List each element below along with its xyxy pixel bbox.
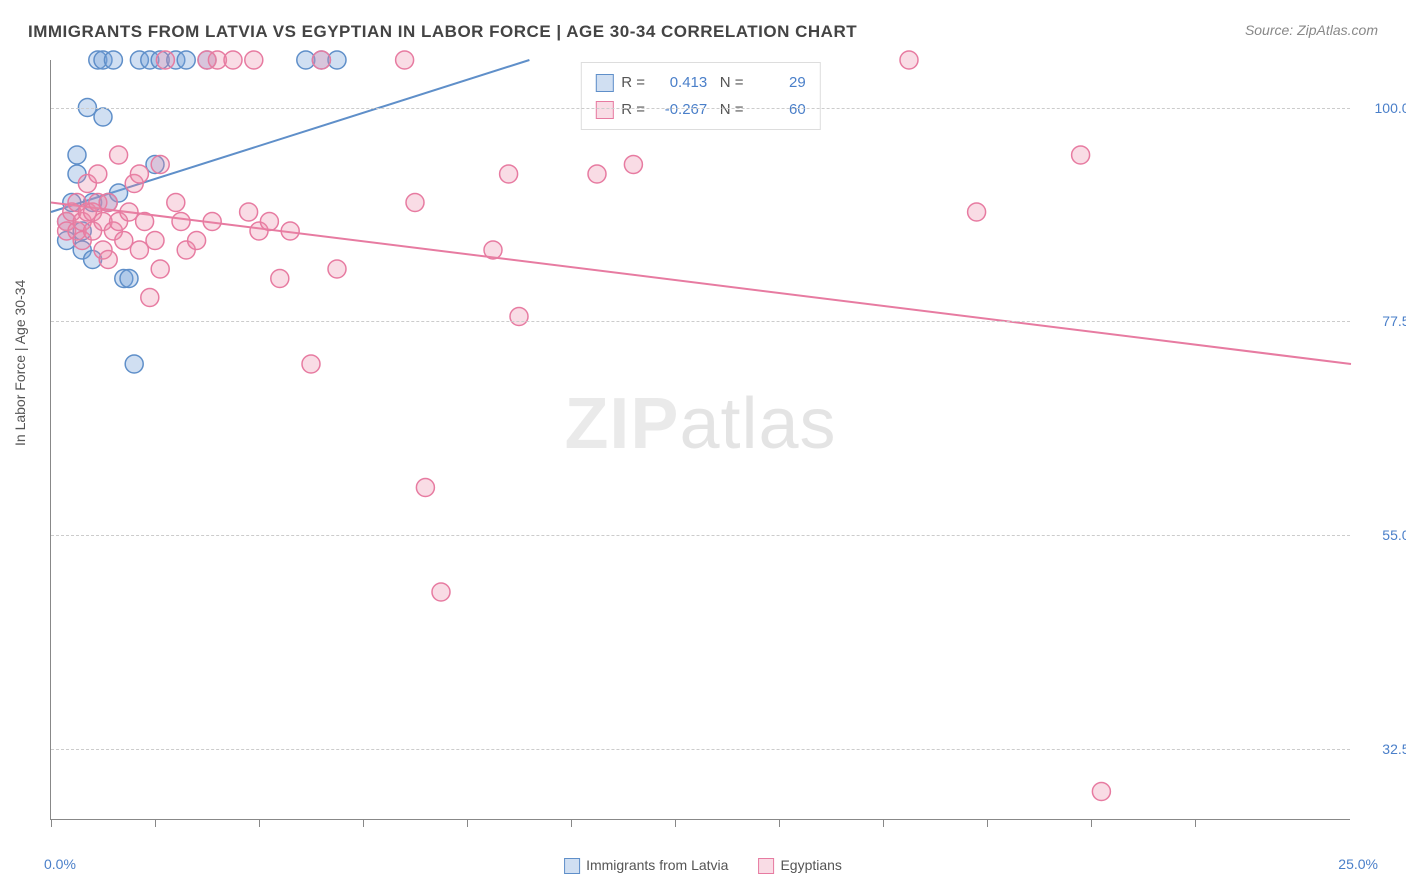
legend: Immigrants from Latvia Egyptians	[564, 857, 842, 874]
data-point-egyptians	[130, 241, 148, 259]
data-point-egyptians	[172, 213, 190, 231]
stats-r-value: 0.413	[649, 69, 707, 96]
data-point-egyptians	[281, 222, 299, 240]
x-tick	[1195, 819, 1196, 827]
data-point-egyptians	[115, 232, 133, 250]
data-point-egyptians	[510, 308, 528, 326]
data-point-egyptians	[1072, 146, 1090, 164]
data-point-latvia	[68, 146, 86, 164]
scatter-svg	[51, 60, 1350, 819]
data-point-egyptians	[500, 165, 518, 183]
x-tick	[363, 819, 364, 827]
legend-swatch-icon	[758, 858, 774, 874]
legend-swatch-icon	[564, 858, 580, 874]
x-axis-min-label: 0.0%	[44, 856, 76, 872]
x-tick	[259, 819, 260, 827]
data-point-egyptians	[245, 51, 263, 69]
x-axis-max-label: 25.0%	[1338, 856, 1378, 872]
data-point-egyptians	[271, 270, 289, 288]
data-point-egyptians	[99, 251, 117, 269]
data-point-egyptians	[624, 156, 642, 174]
data-point-latvia	[120, 270, 138, 288]
data-point-egyptians	[588, 165, 606, 183]
stats-n-value: 29	[748, 69, 806, 96]
data-point-latvia	[125, 355, 143, 373]
gridline-horizontal	[51, 321, 1350, 322]
data-point-egyptians	[89, 165, 107, 183]
stats-r-label: R =	[621, 74, 645, 91]
x-tick	[571, 819, 572, 827]
data-point-egyptians	[968, 203, 986, 221]
x-tick	[883, 819, 884, 827]
data-point-egyptians	[416, 479, 434, 497]
stats-row-latvia: R = 0.413 N = 29	[595, 69, 805, 96]
data-point-egyptians	[432, 583, 450, 601]
gridline-horizontal	[51, 108, 1350, 109]
data-point-egyptians	[240, 203, 258, 221]
y-tick-label: 77.5%	[1382, 313, 1406, 329]
data-point-egyptians	[260, 213, 278, 231]
stats-n-value: 60	[748, 96, 806, 123]
y-tick-label: 100.0%	[1375, 100, 1406, 116]
data-point-egyptians	[146, 232, 164, 250]
data-point-latvia	[177, 51, 195, 69]
x-tick	[675, 819, 676, 827]
data-point-egyptians	[1092, 783, 1110, 801]
legend-item-latvia: Immigrants from Latvia	[564, 857, 728, 874]
data-point-egyptians	[141, 289, 159, 307]
x-tick	[155, 819, 156, 827]
data-point-egyptians	[120, 203, 138, 221]
stats-r-value: -0.267	[649, 96, 707, 123]
source-attribution: Source: ZipAtlas.com	[1245, 22, 1378, 38]
stats-n-label: N =	[720, 101, 744, 118]
regression-line-egyptians	[51, 203, 1351, 365]
data-point-egyptians	[328, 260, 346, 278]
data-point-latvia	[104, 51, 122, 69]
data-point-egyptians	[302, 355, 320, 373]
data-point-egyptians	[396, 51, 414, 69]
gridline-horizontal	[51, 749, 1350, 750]
correlation-stats-box: R = 0.413 N = 29R = -0.267 N = 60	[580, 62, 820, 130]
x-tick	[987, 819, 988, 827]
x-tick	[467, 819, 468, 827]
data-point-egyptians	[900, 51, 918, 69]
data-point-egyptians	[156, 51, 174, 69]
data-point-egyptians	[203, 213, 221, 231]
plot-area: R = 0.413 N = 29R = -0.267 N = 60 ZIPatl…	[50, 60, 1350, 820]
data-point-egyptians	[224, 51, 242, 69]
data-point-egyptians	[312, 51, 330, 69]
x-tick	[51, 819, 52, 827]
data-point-egyptians	[188, 232, 206, 250]
gridline-horizontal	[51, 535, 1350, 536]
y-axis-title: In Labor Force | Age 30-34	[12, 280, 28, 446]
x-tick	[779, 819, 780, 827]
data-point-egyptians	[110, 146, 128, 164]
stats-r-label: R =	[621, 101, 645, 118]
data-point-egyptians	[484, 241, 502, 259]
legend-label: Egyptians	[780, 857, 841, 873]
y-tick-label: 55.0%	[1382, 527, 1406, 543]
data-point-egyptians	[136, 213, 154, 231]
data-point-egyptians	[167, 194, 185, 212]
data-point-egyptians	[406, 194, 424, 212]
y-tick-label: 32.5%	[1382, 741, 1406, 757]
data-point-latvia	[94, 108, 112, 126]
data-point-egyptians	[130, 165, 148, 183]
data-point-egyptians	[151, 260, 169, 278]
legend-item-egyptians: Egyptians	[758, 857, 841, 874]
stats-swatch-icon	[595, 74, 613, 92]
stats-row-egyptians: R = -0.267 N = 60	[595, 96, 805, 123]
stats-swatch-icon	[595, 101, 613, 119]
x-tick	[1091, 819, 1092, 827]
chart-title: IMMIGRANTS FROM LATVIA VS EGYPTIAN IN LA…	[28, 22, 857, 42]
legend-label: Immigrants from Latvia	[586, 857, 728, 873]
data-point-egyptians	[151, 156, 169, 174]
stats-n-label: N =	[720, 74, 744, 91]
data-point-egyptians	[99, 194, 117, 212]
